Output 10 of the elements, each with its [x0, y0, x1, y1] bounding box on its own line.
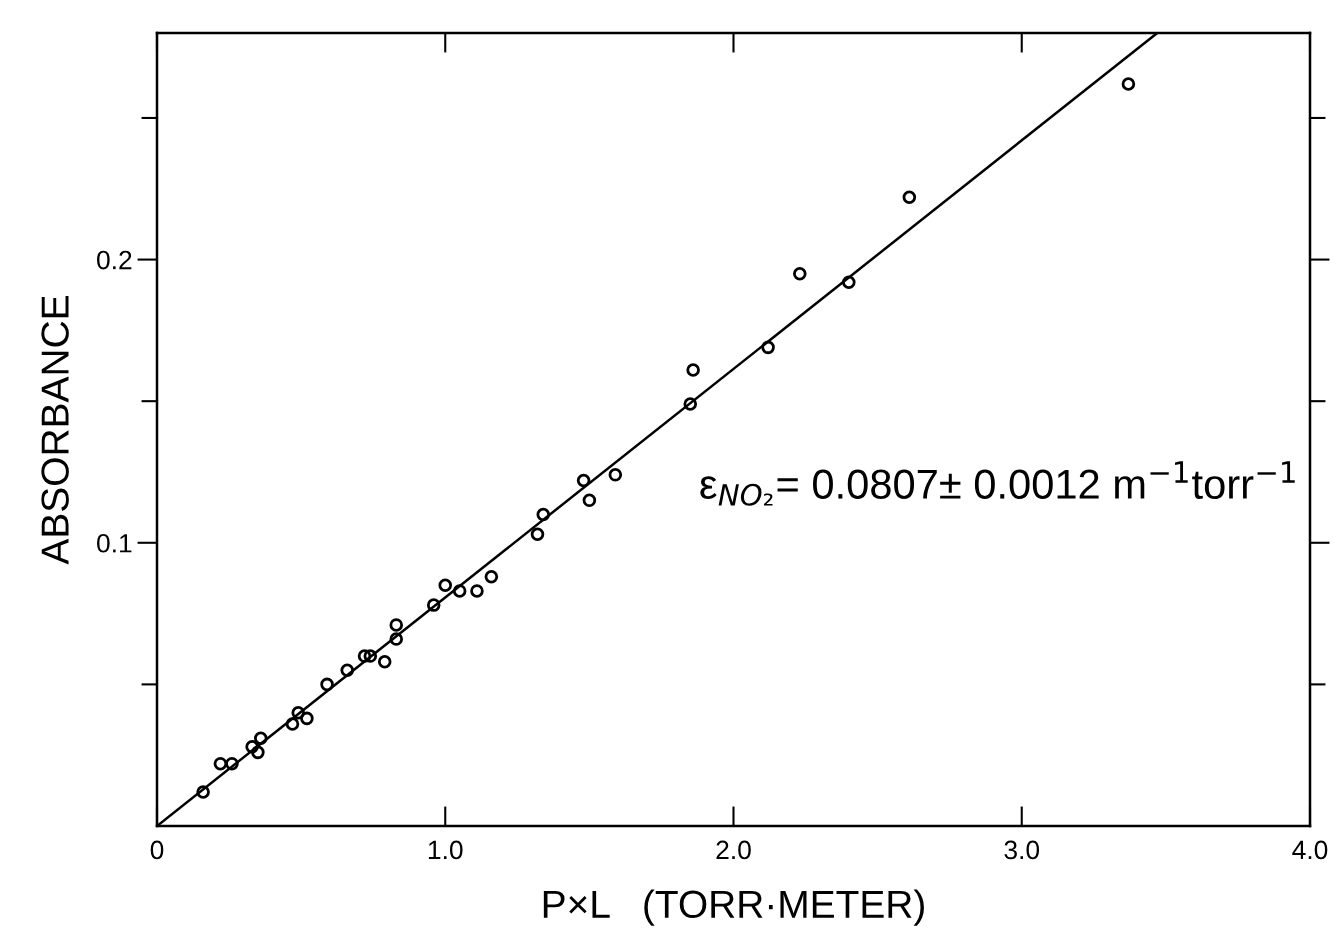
y-tick-label: 0.2 [97, 250, 132, 270]
y-axis-title: ABSORBANCE [41, 296, 69, 565]
x-tick-label: 4.0 [1292, 840, 1328, 860]
x-tick-label: 0 [150, 840, 164, 860]
x-tick-label: 3.0 [1004, 840, 1040, 860]
annotation: ε$_{NO₂}$= 0.0807± 0.0012 m$^{−1}$torr$^{−1}$ [700, 461, 1295, 506]
x-tick-label: 1.0 [428, 840, 463, 860]
x-tick-label: 2.0 [716, 840, 751, 860]
x-axis-title: P×L (TORR·METER) [543, 889, 924, 926]
y-tick-label: 0.1 [97, 533, 132, 553]
